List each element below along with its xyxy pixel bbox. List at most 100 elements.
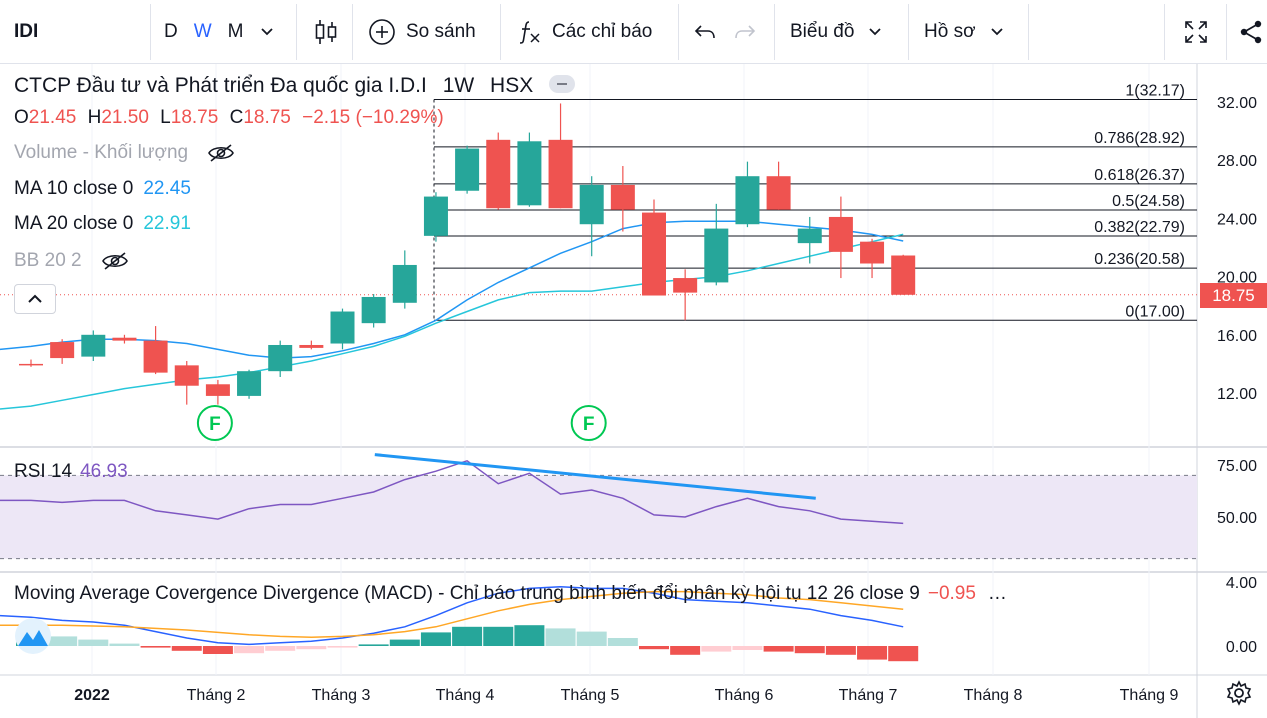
collapse-legend-button[interactable] (549, 75, 576, 94)
ma10-label: MA 10 close 0 (14, 178, 134, 199)
ma10-legend[interactable]: MA 10 close 0 22.45 (14, 178, 191, 200)
macd-label: Moving Average Covergence Divergence (MA… (14, 583, 920, 604)
eye-hidden-icon[interactable] (101, 251, 129, 271)
news-badge-icon (18, 630, 48, 646)
macd-histogram-bar (47, 636, 78, 646)
bb-legend[interactable]: BB 20 2 (14, 250, 129, 272)
macd-histogram-bar (171, 646, 202, 651)
fib-level-label: 0.618(26.37) (1094, 167, 1185, 184)
toolbar-divider (678, 4, 679, 60)
macd-histogram-bar (234, 646, 265, 654)
toolbar-divider (908, 4, 909, 60)
top-toolbar: IDI D W M So sánh Các chỉ báo (0, 0, 1267, 64)
macd-histogram-bar (825, 646, 856, 655)
candle-body (392, 264, 417, 303)
chevron-up-icon (28, 294, 42, 303)
candle-body (361, 296, 386, 324)
undo-button[interactable] (690, 0, 720, 64)
macd-more: … (987, 583, 1007, 604)
gear-icon (1226, 680, 1252, 706)
candlestick-icon (315, 20, 337, 44)
resolution-group: D W M (164, 0, 274, 64)
resolution-month-button[interactable]: M (227, 21, 244, 42)
open-value: 21.45 (28, 107, 77, 128)
resolution-day-button[interactable]: D (164, 21, 178, 42)
volume-legend[interactable]: Volume - Khối lượng (14, 142, 235, 164)
macd-histogram-bar (576, 631, 607, 646)
price-tick-label: 24.00 (1217, 211, 1257, 228)
macd-histogram-bar (794, 646, 825, 654)
ma20-legend[interactable]: MA 20 close 0 22.91 (14, 213, 191, 235)
ma20-label: MA 20 close 0 (14, 213, 134, 234)
fullscreen-button[interactable] (1180, 0, 1212, 64)
macd-signal-line (0, 590, 904, 638)
fib-level-label: 1(32.17) (1125, 83, 1185, 100)
toolbar-divider (296, 4, 297, 60)
macd-histogram-bar (389, 639, 420, 646)
macd-histogram-bar (78, 639, 109, 646)
chart-menu-button[interactable]: Biểu đồ (790, 0, 882, 64)
candle-body (268, 344, 293, 372)
candle-body (143, 340, 168, 373)
fib-level-label: 0.382(22.79) (1094, 219, 1185, 236)
macd-value: −0.95 (927, 583, 976, 604)
candle-body (423, 196, 448, 236)
bb-label: BB 20 2 (14, 250, 82, 271)
low-value: 18.75 (170, 107, 219, 128)
toolbar-divider (1028, 4, 1029, 60)
macd-histogram-bar (732, 646, 763, 650)
macd-histogram-bar (327, 646, 358, 648)
chart-type-button[interactable] (306, 0, 346, 64)
macd-legend[interactable]: Moving Average Covergence Divergence (MA… (14, 583, 1007, 605)
resolution-week-button[interactable]: W (193, 21, 212, 42)
redo-icon (735, 25, 756, 39)
toolbar-divider (150, 4, 151, 60)
toolbar-divider (500, 4, 501, 60)
time-tick-label: Tháng 3 (312, 687, 371, 704)
candle-body (19, 363, 43, 366)
eye-hidden-icon[interactable] (207, 143, 235, 163)
share-button[interactable] (1236, 0, 1266, 64)
collapse-legend-toggle[interactable] (14, 284, 56, 314)
change-value: −2.15 (−10.29%) (302, 107, 444, 128)
symbol-search-button[interactable]: IDI (14, 21, 39, 42)
redo-button[interactable] (730, 0, 760, 64)
price-chart[interactable]: 1(32.17) 0.786(28.92) 0.618(26.37) 0.5(24.5… (0, 64, 1267, 718)
rsi-line (0, 459, 904, 525)
price-tick-label: 12.00 (1217, 386, 1257, 403)
fib-level-label: 0.5(24.58) (1112, 193, 1185, 210)
macd-histogram-bar (545, 628, 576, 646)
indicators-button[interactable]: Các chỉ báo (516, 0, 652, 64)
high-value: 21.50 (101, 107, 149, 128)
macd-histogram-bar (202, 646, 233, 654)
time-tick-label: Tháng 8 (964, 687, 1023, 704)
rsi-band (0, 475, 1197, 559)
time-tick-label: Tháng 2 (187, 687, 246, 704)
price-tick-label: 28.00 (1217, 153, 1257, 170)
profile-menu-button[interactable]: Hồ sơ (924, 0, 1004, 64)
news-badge (15, 618, 51, 654)
rsi-label: RSI 14 (14, 461, 73, 482)
candle-body (517, 141, 542, 206)
macd-histogram-bar (701, 646, 732, 652)
toolbar-divider (774, 4, 775, 60)
candle-body (455, 148, 480, 191)
event-marker-label: F (209, 414, 221, 435)
resolution-dropdown-button[interactable] (260, 21, 274, 43)
candle-body (81, 334, 106, 357)
candle-body (205, 384, 230, 396)
candle-body (330, 311, 355, 344)
fullscreen-icon (1185, 21, 1207, 43)
rsi-tick-label: 75.00 (1217, 458, 1257, 475)
candle-body (299, 344, 324, 348)
candle-body (237, 371, 262, 396)
chart-settings-button[interactable] (1226, 680, 1252, 706)
event-marker (570, 405, 607, 441)
interval-label: 1W (442, 74, 475, 97)
candle-body (548, 139, 573, 209)
minus-icon (557, 83, 568, 86)
rsi-legend[interactable]: RSI 14 46.93 (14, 461, 128, 483)
macd-histogram-bar (265, 646, 296, 651)
candle-body (891, 255, 916, 295)
compare-button[interactable]: So sánh (368, 0, 476, 64)
